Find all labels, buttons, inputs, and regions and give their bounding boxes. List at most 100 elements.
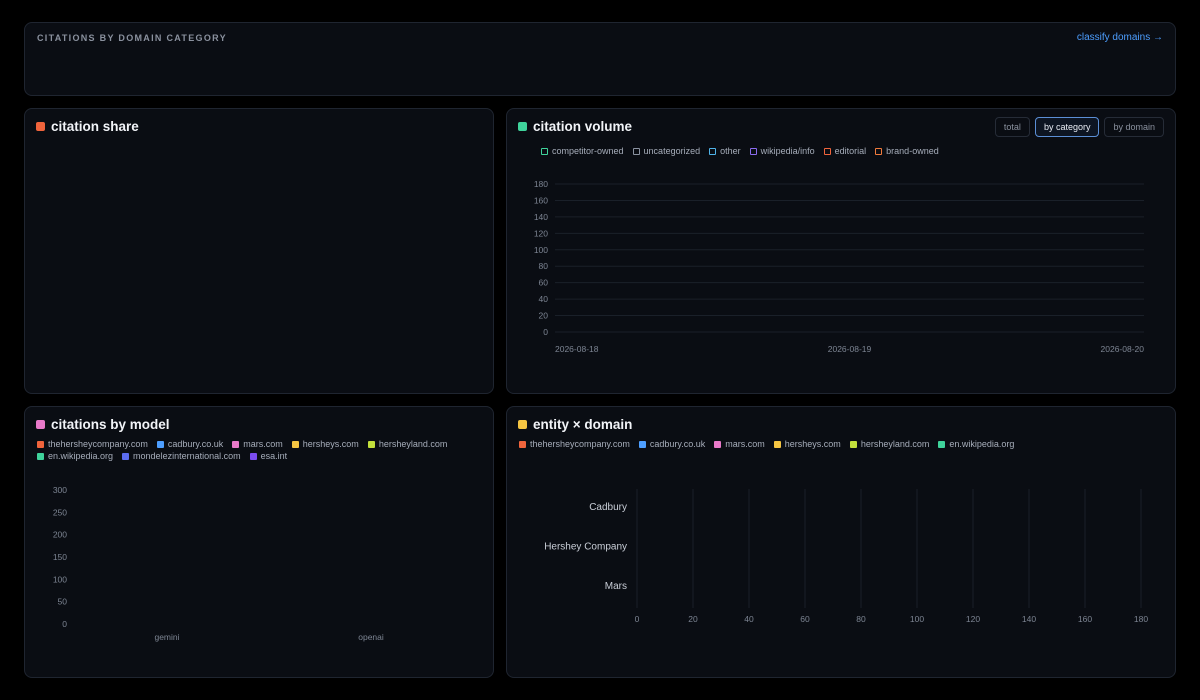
entity-domain-heading: entity × domain xyxy=(518,417,632,432)
volume-view-toggle: total by category by domain xyxy=(994,117,1164,137)
legend-label: esa.int xyxy=(260,451,288,461)
x-tick-label: gemini xyxy=(154,632,179,642)
legend-swatch xyxy=(541,147,548,155)
volume-legend: competitor-owned uncategorized other wikipe… xyxy=(541,146,1161,156)
toggle-total[interactable]: total xyxy=(994,117,1030,137)
legend-item-mondelezinternational-com[interactable]: mondelezinternational.com xyxy=(122,451,241,461)
legend-label: mondelezinternational.com xyxy=(133,451,241,461)
y-tick-label: 150 xyxy=(53,552,67,562)
citation-volume-marker xyxy=(518,122,527,131)
y-tick-label: 180 xyxy=(534,179,548,189)
x-tick-label: openai xyxy=(358,632,384,642)
legend-item-cadbury-co-uk[interactable]: cadbury.co.uk xyxy=(156,439,223,449)
y-tick-label: 100 xyxy=(534,245,548,255)
citations-by-model-panel: citations by model thehersheycompany.com… xyxy=(24,406,494,678)
legend-item-other[interactable]: other xyxy=(709,146,741,156)
legend-item-uncategorized[interactable]: uncategorized xyxy=(632,146,701,156)
legend-item-esa-int[interactable]: esa.int xyxy=(249,451,288,461)
x-tick-label: 40 xyxy=(744,614,754,624)
y-tick-label: 100 xyxy=(53,574,67,584)
legend-label: thehersheycompany.com xyxy=(530,439,630,449)
legend-item-hersheys-com[interactable]: hersheys.com xyxy=(773,439,841,449)
citation-share-marker xyxy=(36,122,45,131)
legend-swatch xyxy=(37,440,44,448)
legend-item-wikipedia-info[interactable]: wikipedia/info xyxy=(749,146,815,156)
x-tick-label: 2026-08-20 xyxy=(1101,344,1145,354)
legend-label: wikipedia/info xyxy=(760,146,815,156)
toggle-by-domain[interactable]: by domain xyxy=(1104,117,1164,137)
legend-item-hersheyland-com[interactable]: hersheyland.com xyxy=(367,439,448,449)
x-tick-label: 2026-08-18 xyxy=(555,344,599,354)
legend-swatch xyxy=(709,147,717,155)
legend-item-cadbury-co-uk[interactable]: cadbury.co.uk xyxy=(638,439,706,449)
legend-item-thehersheycompany-com[interactable]: thehersheycompany.com xyxy=(519,439,630,449)
legend-item-en-wikipedia-org[interactable]: en.wikipedia.org xyxy=(37,451,113,461)
legend-item-mars-com[interactable]: mars.com xyxy=(714,439,765,449)
legend-item-editorial[interactable]: editorial xyxy=(823,146,867,156)
legend-item-hersheys-com[interactable]: hersheys.com xyxy=(291,439,359,449)
header-panel: CITATIONS BY DOMAIN CATEGORY classify do… xyxy=(24,22,1176,96)
legend-item-brand-owned[interactable]: brand-owned xyxy=(875,146,939,156)
legend-label: en.wikipedia.org xyxy=(949,439,1015,449)
model-chart: 0 50 100 150 200 250 300 gemini openai xyxy=(53,485,384,642)
x-tick-label: 80 xyxy=(856,614,866,624)
legend-swatch xyxy=(156,440,164,448)
legend-swatch xyxy=(519,440,526,448)
classify-domains-link[interactable]: classify domains → xyxy=(1076,32,1163,43)
citations-by-model-heading: citations by model xyxy=(36,417,170,432)
y-tick-label: 40 xyxy=(539,294,549,304)
entity-domain-marker xyxy=(518,420,527,429)
legend-label: mars.com xyxy=(725,439,765,449)
legend-swatch xyxy=(849,440,857,448)
legend-item-hersheyland-com[interactable]: hersheyland.com xyxy=(849,439,930,449)
legend-swatch xyxy=(122,452,130,460)
legend-label: hersheyland.com xyxy=(378,439,448,449)
legend-item-competitor-owned[interactable]: competitor-owned xyxy=(541,146,624,156)
legend-swatch xyxy=(773,440,781,448)
citation-share-panel: citation share xyxy=(24,108,494,394)
legend-swatch xyxy=(638,440,646,448)
legend-label: editorial xyxy=(834,146,867,156)
legend-label: competitor-owned xyxy=(552,146,624,156)
legend-label: hersheys.com xyxy=(302,439,359,449)
citation-share-heading: citation share xyxy=(36,119,139,134)
x-tick-label: 60 xyxy=(800,614,810,624)
x-tick-label: 140 xyxy=(1022,614,1036,624)
x-tick-label: 160 xyxy=(1078,614,1092,624)
legend-swatch xyxy=(632,147,640,155)
legend-swatch xyxy=(749,147,757,155)
legend-item-mars-com[interactable]: mars.com xyxy=(232,439,283,449)
citations-by-model-marker xyxy=(36,420,45,429)
legend-label: thehersheycompany.com xyxy=(48,439,148,449)
entity-domain-panel: entity × domain thehersheycompany.com cad… xyxy=(506,406,1176,678)
legend-label: mars.com xyxy=(243,439,283,449)
legend-label: brand-owned xyxy=(886,146,939,156)
legend-swatch xyxy=(249,452,257,460)
x-tick-label: 2026-08-19 xyxy=(828,344,872,354)
x-tick-label: 20 xyxy=(688,614,698,624)
legend-label: cadbury.co.uk xyxy=(649,439,706,449)
citation-volume-panel: citation volume total by category by domai… xyxy=(506,108,1176,394)
entity-legend: thehersheycompany.com cadbury.co.uk mars.c… xyxy=(519,439,1159,449)
legend-swatch xyxy=(875,147,883,155)
y-tick-label: Cadbury xyxy=(589,502,627,513)
legend-label: hersheyland.com xyxy=(860,439,930,449)
entity-chart: 0 20 40 60 80 100 120 140 160 180 Cadbury Hershey C… xyxy=(544,489,1148,624)
legend-label: uncategorized xyxy=(643,146,701,156)
y-tick-label: 300 xyxy=(53,485,67,495)
y-tick-label: 0 xyxy=(62,619,67,629)
y-tick-label: 120 xyxy=(534,228,548,238)
y-tick-label: 60 xyxy=(539,278,549,288)
legend-item-thehersheycompany-com[interactable]: thehersheycompany.com xyxy=(37,439,148,449)
toggle-by-category[interactable]: by category xyxy=(1034,117,1100,137)
legend-label: en.wikipedia.org xyxy=(48,451,114,461)
y-tick-label: 80 xyxy=(539,261,549,271)
citations-by-model-title: citations by model xyxy=(51,417,170,432)
header-title: CITATIONS BY DOMAIN CATEGORY xyxy=(37,33,227,43)
x-tick-label: 120 xyxy=(966,614,980,624)
legend-swatch xyxy=(714,440,722,448)
y-tick-label: 140 xyxy=(534,212,548,222)
citation-volume-title: citation volume xyxy=(533,119,633,134)
legend-swatch xyxy=(37,452,44,460)
legend-item-en-wikipedia-org[interactable]: en.wikipedia.org xyxy=(938,439,1014,449)
